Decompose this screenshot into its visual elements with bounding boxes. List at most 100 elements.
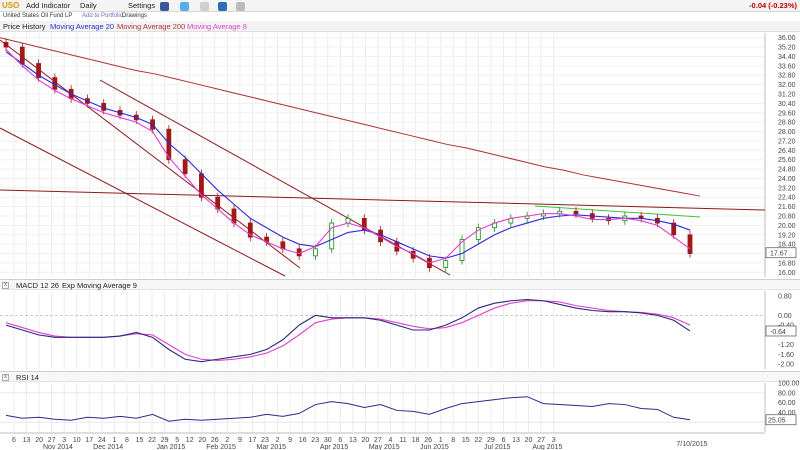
month-label: Nov 2014 [43, 444, 73, 450]
macd-current-box [765, 325, 797, 337]
date-tick-label: 15 [136, 437, 144, 444]
price-axis-label: 36.00 [778, 35, 796, 42]
price-axis-label: 20.00 [778, 223, 796, 230]
macd-line [5, 298, 691, 363]
price-axis-label: 31.20 [778, 92, 796, 99]
price-axis-label: 16.80 [778, 260, 796, 267]
email-icon[interactable] [236, 2, 245, 11]
linkedin-icon[interactable] [218, 2, 227, 11]
trend-channel-lower [0, 127, 286, 277]
candle [247, 222, 253, 238]
date-tick-label: 13 [23, 437, 31, 444]
legend-price-history[interactable]: Price History [3, 22, 46, 31]
date-tick-label: 20 [362, 437, 370, 444]
rsi-axis-label: 80.00 [778, 390, 796, 397]
top-toolbar: USO Add Indicator Daily Settings -0.04 (… [0, 0, 800, 12]
drawings-link[interactable]: Drawings [122, 13, 148, 19]
price-axis-label: 24.00 [778, 176, 796, 183]
ma8-line [5, 49, 691, 264]
legend-ma8[interactable]: Moving Average 8 [187, 22, 247, 31]
legend-ma20[interactable]: Moving Average 20 [50, 22, 115, 31]
date-tick-label: 23 [261, 437, 269, 444]
month-label: Feb 2015 [206, 444, 236, 450]
date-tick-label: 2 [276, 437, 280, 444]
candle [182, 159, 188, 175]
settings-button[interactable]: Settings [128, 1, 156, 10]
macd-close-icon[interactable]: x [2, 282, 9, 289]
macd-axis-label: -1.60 [778, 352, 794, 359]
candle [3, 41, 9, 48]
month-label: May 2015 [369, 444, 400, 450]
date-tick-label: 20 [198, 437, 206, 444]
month-label: Jan 2015 [156, 444, 185, 450]
date-tick-label: 3 [552, 437, 556, 444]
price-axis-label: 24.80 [778, 167, 796, 174]
candle [231, 208, 237, 224]
candle [36, 63, 41, 78]
date-tick-label: 27 [537, 437, 545, 444]
twitter-icon[interactable] [180, 2, 189, 11]
period-select[interactable]: Daily [80, 1, 97, 10]
date-tick-label: 12 [186, 437, 194, 444]
candle [345, 217, 351, 224]
candle [671, 222, 677, 236]
rsi-axis-label: 60.00 [778, 400, 796, 407]
macd-label[interactable]: MACD 12 26 [16, 281, 59, 290]
add-to-portfolio-link[interactable]: Add to Portfolio [82, 13, 124, 19]
ma20-line [5, 51, 691, 259]
price-axis-label: 16.00 [778, 270, 796, 277]
date-tick-label: 29 [161, 437, 169, 444]
rsi-close-icon[interactable]: x [2, 374, 9, 381]
date-tick-label: 6 [12, 437, 16, 444]
ma200-line [0, 37, 701, 197]
price-axis-label: 30.40 [778, 101, 796, 108]
date-tick-label: 27 [48, 437, 56, 444]
month-label: Mar 2015 [256, 444, 286, 450]
legend-ma200[interactable]: Moving Average 200 [117, 22, 186, 31]
date-tick-label: 17 [85, 437, 93, 444]
macd-axis-label: -2.00 [778, 362, 794, 369]
date-tick-label: 22 [474, 437, 482, 444]
date-tick-label: 13 [349, 437, 357, 444]
rsi-panel-header: x RSI 14 [0, 371, 800, 382]
price-axis-label: 32.00 [778, 82, 796, 89]
date-tick-label: 26 [211, 437, 219, 444]
price-axis-label: 21.60 [778, 204, 796, 211]
date-tick-label: 15 [462, 437, 470, 444]
date-tick-label: 20 [525, 437, 533, 444]
candle [475, 227, 481, 240]
price-axis-label: 22.40 [778, 195, 796, 202]
date-tick-label: 30 [324, 437, 332, 444]
price-axis-label: 33.60 [778, 63, 796, 70]
date-tick-label: 20 [35, 437, 43, 444]
macd-axis-label: 0.00 [778, 313, 792, 320]
trend-channel-mid [99, 79, 451, 276]
candle [687, 234, 693, 254]
symbol-label[interactable]: USO [2, 1, 20, 10]
instrument-subline: United States Oil Fund LP Add to Portfol… [0, 12, 800, 21]
price-axis-label: 25.60 [778, 157, 796, 164]
date-tick-label: 8 [451, 437, 455, 444]
price-change: -0.04 (-0.23%) [749, 1, 797, 10]
date-tick-label: 4 [389, 437, 393, 444]
month-label: Jun 2015 [420, 444, 449, 450]
date-tick-label: 13 [512, 437, 520, 444]
price-axis-label: 26.40 [778, 148, 796, 155]
facebook-icon[interactable] [160, 2, 169, 11]
rsi-axis-label: 100.00 [778, 381, 800, 388]
date-tick-label: 23 [311, 437, 319, 444]
date-tick-label: 22 [148, 437, 156, 444]
date-tick-label: 2 [225, 437, 229, 444]
macd-signal-label[interactable]: Exp Moving Average 9 [62, 281, 137, 290]
candle [443, 260, 449, 269]
date-tick-label: 27 [374, 437, 382, 444]
add-indicator-button[interactable]: Add Indicator [26, 1, 71, 10]
candle [573, 210, 579, 215]
price-axis-label: 28.00 [778, 129, 796, 136]
share-icon[interactable] [200, 2, 209, 11]
month-label: Apr 2015 [320, 444, 349, 450]
rsi-current-label: 25.05 [768, 418, 786, 425]
rsi-label[interactable]: RSI 14 [16, 373, 39, 382]
candle [329, 222, 335, 250]
